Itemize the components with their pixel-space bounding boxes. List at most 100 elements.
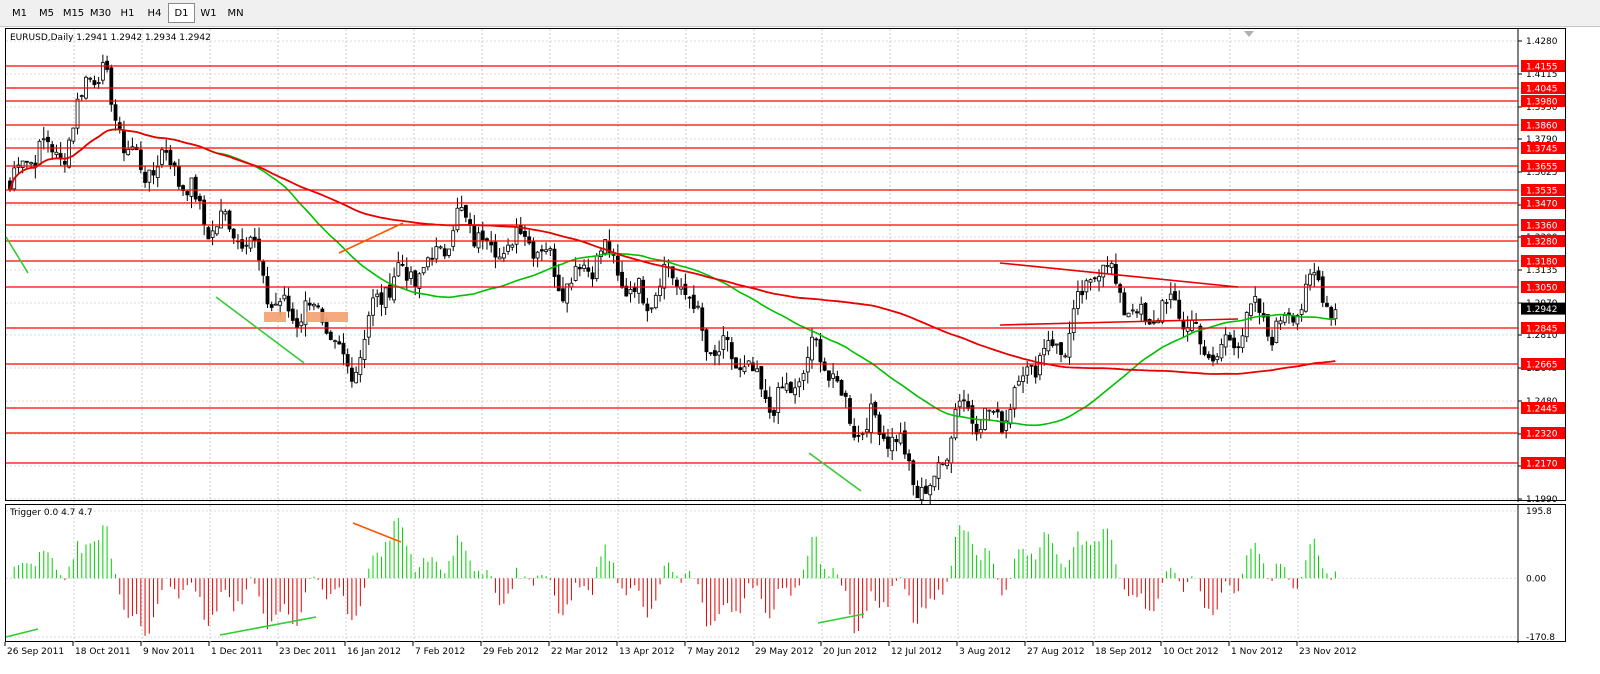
candle-body (404, 267, 409, 281)
trigger-indicator-panel[interactable]: 195.8 0.00 -170.8 Trigger 0.0 4.7 4.7 (5, 504, 1566, 643)
time-axis-label: 20 Jun 2012 (823, 647, 877, 657)
divergence-trendline (338, 222, 404, 254)
timeframe-button-h4[interactable]: H4 (147, 8, 162, 19)
candle-body (556, 274, 561, 292)
candle-body (379, 292, 384, 305)
candle-body (953, 408, 958, 439)
indicator-divergence-line (352, 522, 402, 543)
timeframe-button-d1[interactable]: D1 (168, 3, 195, 23)
level-price-tag (1521, 197, 1565, 209)
candle-body (337, 341, 342, 345)
candle-body (1080, 290, 1085, 296)
candle-body (881, 432, 886, 439)
candle-body (1076, 291, 1080, 309)
candle-body (442, 248, 447, 257)
candle-body (122, 129, 126, 154)
candle-body (501, 253, 506, 259)
candle-body (1202, 346, 1207, 355)
candle-body (88, 77, 93, 80)
candle-body (535, 251, 540, 259)
candle-body (451, 230, 456, 247)
candle-body (1067, 332, 1072, 358)
candle-body (409, 271, 413, 279)
candle-body (143, 171, 147, 183)
candle-body (1278, 320, 1283, 325)
candle-body (713, 350, 717, 356)
candle-body (928, 485, 933, 496)
candle-body (544, 249, 548, 252)
candle-body (1219, 343, 1224, 359)
candle-body (151, 170, 156, 176)
level-price-tag (1521, 281, 1565, 293)
candle-body (662, 263, 667, 289)
candle-body (463, 205, 468, 218)
timeframe-button-m15[interactable]: M15 (62, 8, 85, 19)
candle-body (1211, 354, 1215, 362)
candle-body (1164, 301, 1169, 304)
candle-body (472, 225, 477, 247)
candle-body (653, 294, 658, 309)
candle-body (1240, 335, 1245, 349)
candle-body (383, 287, 388, 308)
level-price-label: 1.3535 (1526, 187, 1558, 197)
candle-body (252, 236, 257, 242)
level-price-label: 1.3980 (1526, 98, 1558, 108)
level-price-label: 1.3180 (1526, 258, 1558, 268)
candle-body (1223, 334, 1228, 348)
level-price-label: 1.3280 (1526, 238, 1558, 248)
candle-body (902, 430, 907, 455)
candle-body (54, 151, 59, 155)
candle-body (725, 336, 730, 341)
candle-body (919, 487, 924, 501)
timeframe-button-m1[interactable]: M1 (12, 8, 27, 19)
candle-body (637, 278, 641, 294)
candle-body (763, 390, 768, 400)
candle-body (160, 149, 164, 165)
timeframe-button-m30[interactable]: M30 (89, 8, 112, 19)
candle-body (1084, 280, 1089, 293)
candle-body (721, 335, 726, 350)
candle-body (894, 439, 899, 443)
candle-body (1029, 364, 1034, 367)
candle-body (978, 429, 983, 434)
candle-body (1299, 309, 1304, 315)
time-axis-label: 9 Nov 2011 (143, 647, 195, 657)
candle-body (1303, 283, 1308, 312)
candle-body (801, 372, 806, 381)
candle-body (890, 436, 895, 452)
candle-body (805, 357, 810, 373)
candle-body (1063, 355, 1068, 358)
shift-marker-icon (1244, 31, 1254, 37)
current-price-label: 1.2942 (1526, 305, 1558, 315)
candle-body (839, 380, 844, 396)
candle-body (168, 149, 173, 166)
candle-body (417, 273, 422, 289)
timeframe-button-mn[interactable]: MN (227, 8, 244, 19)
price-axis-label: 1.1990 (1526, 495, 1558, 505)
candle-body (1016, 380, 1021, 386)
price-chart-canvas: 1.42801.41151.39501.37901.36251.34601.33… (5, 29, 1565, 507)
candle-body (341, 342, 346, 355)
candle-body (962, 399, 966, 402)
indicator-axis-label: 0.00 (1526, 574, 1546, 584)
timeframe-button-h1[interactable]: H1 (120, 8, 135, 19)
candle-body (430, 257, 435, 260)
time-axis-label: 18 Sep 2012 (1095, 647, 1152, 657)
time-axis-label: 29 Feb 2012 (483, 647, 539, 657)
candle-body (886, 436, 890, 449)
price-chart[interactable]: 1.42801.41151.39501.37901.36251.34601.33… (5, 28, 1566, 507)
candle-body (1333, 309, 1338, 320)
candle-body (1194, 321, 1199, 324)
price-axis-label: 1.3790 (1526, 135, 1558, 145)
candle-body (1253, 296, 1258, 303)
trigger-indicator-canvas: 195.8 0.00 -170.8 (5, 505, 1555, 643)
candle-body (970, 405, 975, 424)
candle-body (1122, 292, 1127, 316)
timeframe-button-w1[interactable]: W1 (200, 8, 217, 19)
time-axis-label: 7 Feb 2012 (415, 647, 465, 657)
candle-body (455, 207, 460, 231)
timeframe-button-m5[interactable]: M5 (39, 8, 54, 19)
candle-body (206, 227, 211, 240)
candle-body (995, 409, 1000, 413)
candle-body (1177, 299, 1182, 319)
